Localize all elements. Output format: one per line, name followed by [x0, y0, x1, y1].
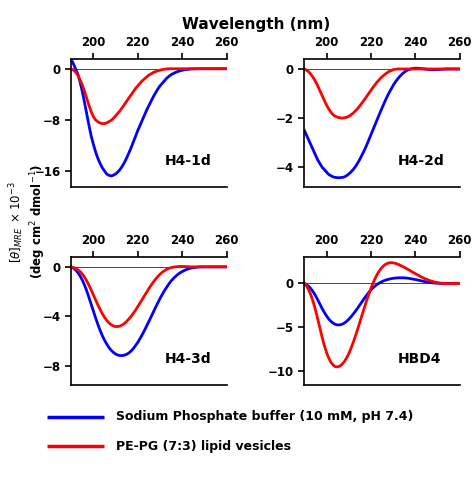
Text: H4-2d: H4-2d [398, 154, 444, 168]
Text: Wavelength (nm): Wavelength (nm) [182, 17, 330, 32]
Text: HBD4: HBD4 [398, 352, 441, 366]
Text: $[\theta]_{MRE}\ \times10^{-3}$
(deg cm$^{2}$ dmol$^{-1}$): $[\theta]_{MRE}\ \times10^{-3}$ (deg cm$… [7, 164, 48, 280]
Text: Sodium Phosphate buffer (10 mM, pH 7.4): Sodium Phosphate buffer (10 mM, pH 7.4) [116, 410, 413, 423]
Text: H4-3d: H4-3d [164, 352, 211, 366]
Text: H4-1d: H4-1d [164, 154, 211, 168]
Text: PE-PG (7:3) lipid vesicles: PE-PG (7:3) lipid vesicles [116, 440, 291, 453]
